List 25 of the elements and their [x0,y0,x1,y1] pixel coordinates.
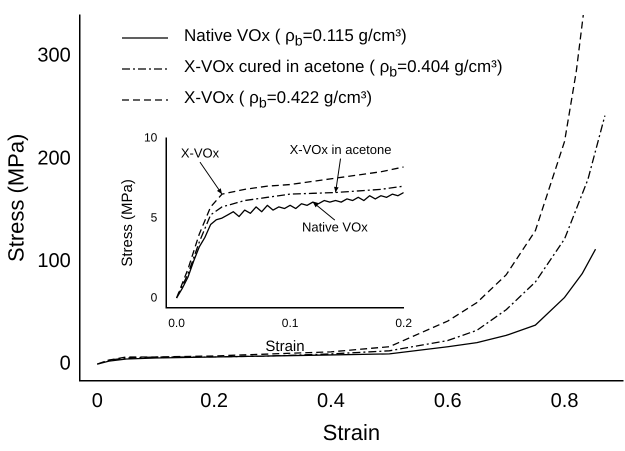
legend-label: X-VOx ( ρ$_{b}$=0.422 g/cm³) [184,88,372,112]
x-tick-label: 0.8 [550,390,578,412]
y-tick-label: 200 [37,147,71,170]
y-axis-title: Stress (MPa) [119,179,136,267]
y-tick-label: 0 [150,290,158,304]
annotation: Native VOx [302,220,368,235]
x-tick-label: 0 [92,390,103,412]
y-tick-label: 100 [37,250,71,272]
x-axis-title: Strain [322,420,380,445]
x-tick-label: 0.0 [168,316,186,330]
x-tick-label: 0.2 [200,390,228,412]
annotation: X-VOx in acetone [290,142,392,158]
y-tick-label: 300 [37,44,71,67]
x-axis-title: Strain [265,338,305,356]
y-tick-label: 10 [144,130,158,145]
annotation: X-VOx [180,146,220,161]
x-tick-label: 0.4 [317,390,345,412]
y-axis-title: Stress (MPa) [3,134,28,262]
x-tick-label: 0.2 [395,316,412,330]
y-tick-label: 5 [150,210,158,224]
legend-label: Native VOx ( ρ$_{b}$=0.115 g/cm³) [184,26,407,50]
x-tick-label: 0.1 [282,316,299,330]
legend-label: X-VOx cured in acetone ( ρ$_{b}$=0.404 g/cm³) [184,56,502,80]
y-tick-label: 0 [60,352,71,375]
x-tick-label: 0.6 [434,390,462,412]
